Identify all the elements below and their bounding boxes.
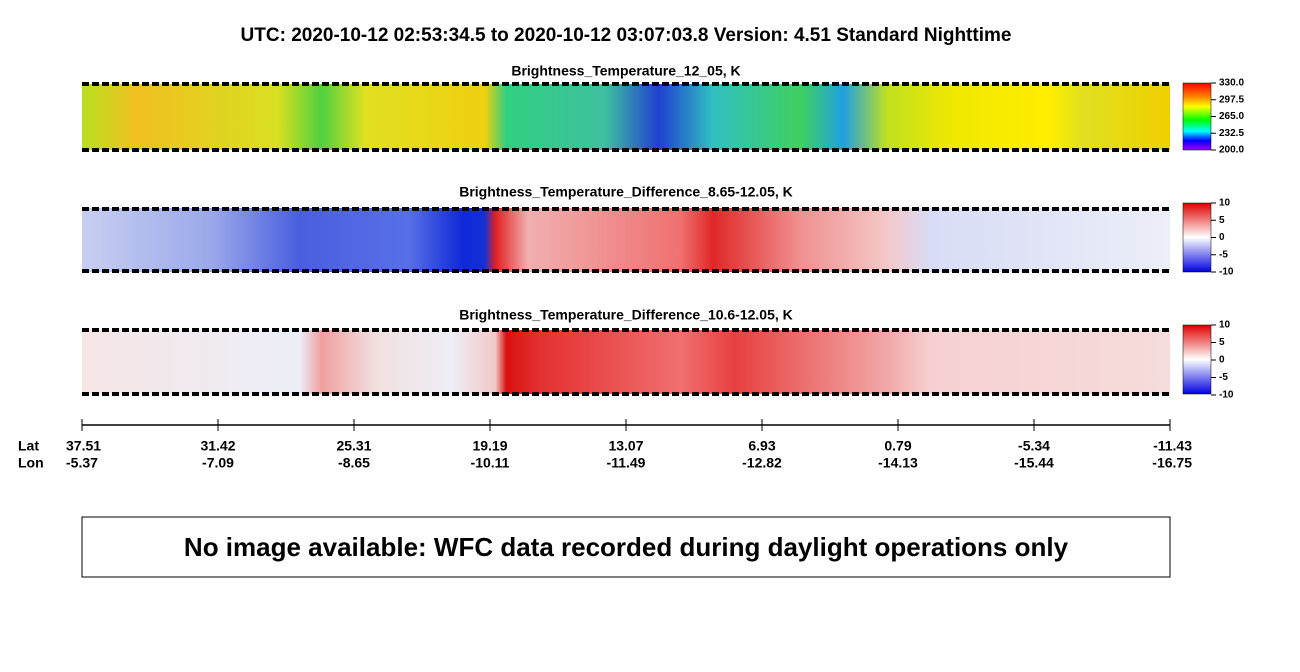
lat-tick-label: 0.79 (884, 438, 911, 454)
panel: Brightness_Temperature_Difference_8.65-1… (82, 184, 1212, 273)
colorbar-tick-label: 297.5 (1219, 94, 1244, 105)
lon-tick-label: -10.11 (471, 455, 510, 471)
panel-title: Brightness_Temperature_12_05, K (511, 63, 740, 79)
lat-tick-label: 37.51 (66, 438, 101, 454)
colorbar-tick-label: 0 (1219, 355, 1225, 366)
panel: Brightness_Temperature_12_05, K (82, 63, 1212, 151)
strip (82, 84, 1170, 150)
lon-tick-label: -7.09 (202, 455, 234, 471)
colorbar-tick-label: -10 (1219, 267, 1234, 278)
lat-tick-label: 31.42 (200, 438, 235, 454)
colorbar (1182, 324, 1212, 395)
lon-tick-label: -16.75 (1152, 455, 1192, 471)
lon-tick-label: -8.65 (338, 455, 370, 471)
colorbar-tick-label: 10 (1219, 198, 1231, 209)
colorbar-tick-label: -10 (1219, 390, 1234, 401)
colorbar-tick-label: 0 (1219, 232, 1225, 243)
lat-tick-label: -5.34 (1018, 438, 1050, 454)
colorbar-tick-label: 330.0 (1219, 78, 1244, 89)
lat-tick-label: 19.19 (472, 438, 507, 454)
strip (82, 330, 1170, 394)
lon-tick-label: -12.82 (742, 455, 782, 471)
strip-borders (82, 82, 1170, 396)
lat-tick-label: 6.93 (748, 438, 775, 454)
lat-label: Lat (18, 438, 39, 454)
lat-tick-label: 13.07 (608, 438, 643, 454)
colorbar-tick-label: -5 (1219, 372, 1228, 383)
notice: No image available: WFC data recorded du… (184, 532, 1069, 562)
title: UTC: 2020-10-12 02:53:34.5 to 2020-10-12… (241, 25, 1012, 46)
lon-label: Lon (18, 455, 44, 471)
colorbar-tick-label: 5 (1219, 337, 1225, 348)
lon-tick-label: -5.37 (66, 455, 98, 471)
lon-tick-label: -14.13 (878, 455, 918, 471)
colorbar (1182, 82, 1212, 151)
colorbar-tick-label: 232.5 (1219, 128, 1244, 139)
lon-tick-label: -11.49 (607, 455, 646, 471)
colorbar-tick-label: 5 (1219, 215, 1225, 226)
colorbar (1182, 202, 1212, 273)
colorbar-tick-label: -5 (1219, 249, 1228, 260)
colorbar-tick-label: 265.0 (1219, 111, 1244, 122)
panel-title: Brightness_Temperature_Difference_10.6-1… (459, 307, 793, 323)
lon-tick-label: -15.44 (1014, 455, 1054, 471)
panel-title: Brightness_Temperature_Difference_8.65-1… (459, 184, 793, 200)
notice-box (81, 516, 1171, 578)
lat-tick-label: 25.31 (336, 438, 371, 454)
colorbar-tick-label: 10 (1219, 320, 1231, 331)
panel: Brightness_Temperature_Difference_10.6-1… (82, 307, 1212, 395)
lat-tick-label: -11.43 (1153, 438, 1192, 454)
colorbar-tick-label: 200.0 (1219, 145, 1244, 156)
strip (82, 208, 1170, 272)
